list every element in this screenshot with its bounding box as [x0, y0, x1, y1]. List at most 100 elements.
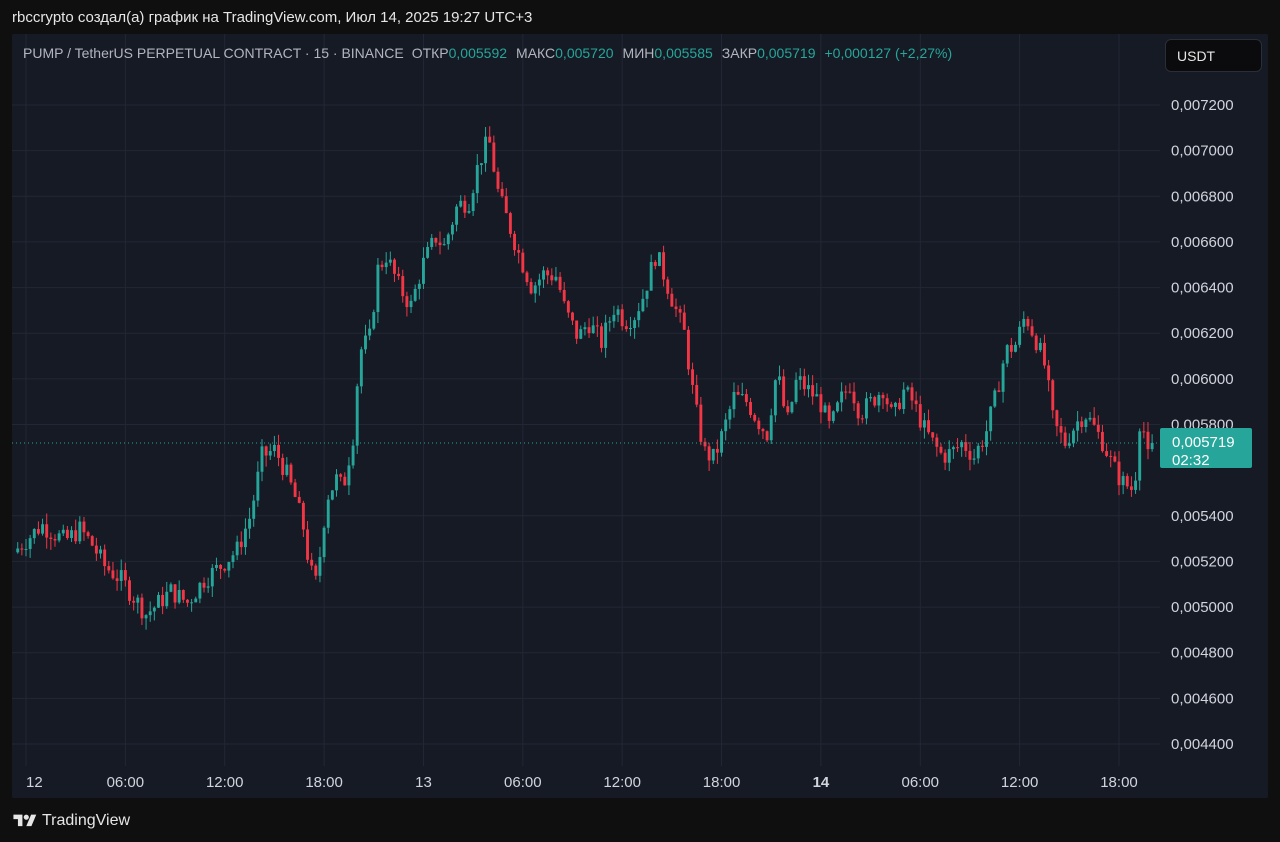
- candle-body: [939, 446, 943, 453]
- candle-body: [1051, 380, 1055, 411]
- candle-body: [670, 293, 674, 307]
- candle-body: [450, 224, 454, 235]
- candle-body: [413, 288, 417, 301]
- candle-body: [57, 533, 61, 541]
- candle-body: [347, 465, 351, 486]
- currency-button[interactable]: USDT: [1165, 39, 1262, 72]
- candle-body: [310, 559, 314, 566]
- candle-body: [409, 300, 413, 308]
- candle-body: [322, 527, 326, 558]
- time-tick-label: 13: [415, 774, 432, 791]
- candle-body: [782, 376, 786, 407]
- price-tick-label: 0,006000: [1171, 371, 1234, 388]
- candle-body: [335, 474, 338, 491]
- candle-body: [248, 518, 252, 529]
- candle-body: [657, 252, 661, 266]
- candle-body: [86, 532, 90, 537]
- candle-body: [823, 405, 827, 413]
- price-tick-label: 0,005400: [1171, 508, 1234, 525]
- candle-body: [397, 273, 401, 277]
- candle-body: [339, 474, 343, 477]
- chart-panel[interactable]: 0,007200 0,007000 0,006800 0,006600 0,006400…: [12, 34, 1268, 798]
- open-value: 0,005592: [448, 45, 508, 61]
- price-tick-label: 0,006400: [1171, 280, 1234, 297]
- candle-body: [546, 270, 550, 276]
- candle-body: [376, 264, 380, 313]
- candle-body: [980, 445, 984, 447]
- candle-body: [699, 404, 703, 442]
- candle-body: [492, 142, 496, 172]
- candle-body: [1014, 344, 1017, 352]
- candle-body: [372, 312, 376, 329]
- candle-body: [1076, 421, 1080, 431]
- candle-body: [16, 548, 20, 553]
- candle-body: [1092, 417, 1096, 425]
- candle-body: [757, 420, 761, 430]
- candle-body: [426, 247, 430, 258]
- candle-body: [1034, 335, 1038, 351]
- candle-body: [434, 237, 438, 243]
- candle-body: [393, 259, 396, 274]
- candle-body: [1129, 486, 1133, 490]
- candlestick-chart[interactable]: 0,007200 0,007000 0,006800 0,006600 0,006400…: [12, 34, 1268, 798]
- candle-body: [802, 376, 806, 390]
- candle-body: [993, 390, 997, 407]
- candle-body: [1113, 456, 1117, 462]
- candle-body: [293, 482, 297, 497]
- candle-body: [380, 264, 384, 268]
- candle-body: [1142, 431, 1146, 433]
- candle-body: [715, 448, 719, 453]
- symbol-title[interactable]: PUMP / TetherUS PERPETUAL CONTRACT · 15 …: [23, 45, 404, 61]
- candle-body: [831, 411, 835, 421]
- candle-body: [517, 250, 521, 253]
- candle-body: [111, 570, 115, 579]
- candle-body: [682, 312, 686, 330]
- candle-body: [20, 548, 24, 550]
- candle-body: [488, 136, 492, 143]
- time-tick-label: 18:00: [1100, 774, 1138, 791]
- candle-body: [989, 406, 993, 432]
- candle-body: [103, 549, 107, 567]
- candle-body: [467, 211, 471, 213]
- candle-body: [496, 171, 500, 189]
- candle-body: [1018, 326, 1022, 345]
- close-label: ЗАКР: [721, 45, 758, 61]
- candle-body: [484, 136, 488, 164]
- candle-body: [616, 309, 620, 315]
- candle-body: [885, 398, 889, 405]
- candle-body: [119, 570, 123, 581]
- candle-body: [24, 548, 28, 550]
- candle-body: [144, 615, 148, 619]
- tradingview-logo[interactable]: TradingView: [12, 808, 130, 834]
- time-tick-label: 18:00: [305, 774, 343, 791]
- candle-body: [169, 584, 173, 592]
- candle-body: [235, 541, 239, 556]
- candle-body: [922, 420, 926, 428]
- candle-body: [210, 567, 214, 587]
- candle-body: [1043, 342, 1046, 366]
- candle-body: [968, 450, 972, 460]
- candle-body: [910, 387, 914, 401]
- candle-body: [368, 328, 372, 336]
- price-tick-label: 0,004400: [1171, 736, 1234, 753]
- candle-body: [1005, 345, 1009, 364]
- candle-body: [1072, 430, 1075, 444]
- candle-body: [459, 200, 463, 207]
- candle-body: [695, 384, 699, 405]
- candle-body: [438, 242, 442, 246]
- candle-body: [219, 564, 223, 569]
- candle-body: [612, 314, 616, 322]
- candle-body: [194, 598, 198, 603]
- candle-body: [624, 326, 628, 330]
- candle-body: [637, 311, 641, 321]
- time-tick-label: 06:00: [901, 774, 939, 791]
- candle-body: [587, 327, 591, 334]
- candle-body: [252, 500, 256, 519]
- candle-body: [951, 447, 955, 450]
- candle-body: [1047, 365, 1051, 381]
- candle-body: [74, 530, 78, 542]
- candle-body: [749, 402, 752, 415]
- price-tick-label: 0,007200: [1171, 97, 1234, 114]
- candle-body: [997, 390, 1001, 392]
- candle-body: [475, 165, 479, 194]
